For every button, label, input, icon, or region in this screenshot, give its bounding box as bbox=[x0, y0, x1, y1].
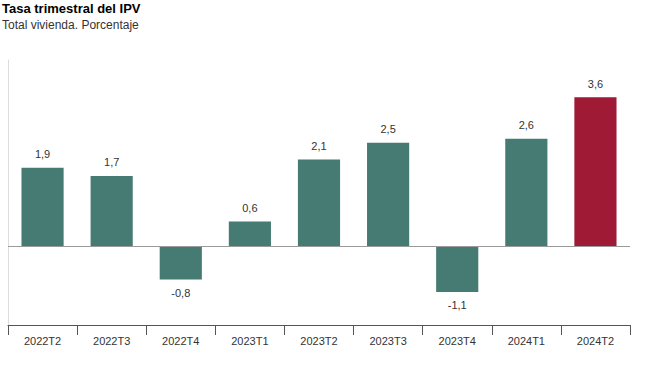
svg-text:1,9: 1,9 bbox=[35, 148, 50, 160]
svg-text:2,1: 2,1 bbox=[311, 140, 326, 152]
svg-text:2024T2: 2024T2 bbox=[577, 335, 614, 347]
svg-text:2022T3: 2022T3 bbox=[93, 335, 130, 347]
svg-text:2024T1: 2024T1 bbox=[508, 335, 545, 347]
svg-text:1,7: 1,7 bbox=[104, 156, 119, 168]
svg-text:2022T2: 2022T2 bbox=[24, 335, 61, 347]
svg-text:2023T4: 2023T4 bbox=[439, 335, 476, 347]
svg-text:-0,8: -0,8 bbox=[171, 287, 190, 299]
svg-text:-1,1: -1,1 bbox=[448, 299, 467, 311]
svg-text:2023T3: 2023T3 bbox=[369, 335, 406, 347]
svg-text:2023T2: 2023T2 bbox=[300, 335, 337, 347]
svg-text:Total vivienda. Porcentaje: Total vivienda. Porcentaje bbox=[2, 18, 139, 32]
svg-text:2022T4: 2022T4 bbox=[162, 335, 199, 347]
svg-text:2023T1: 2023T1 bbox=[231, 335, 268, 347]
svg-text:2,6: 2,6 bbox=[519, 119, 534, 131]
svg-text:Tasa trimestral del IPV: Tasa trimestral del IPV bbox=[2, 1, 141, 16]
svg-text:2,5: 2,5 bbox=[380, 123, 395, 135]
svg-text:0,6: 0,6 bbox=[242, 202, 257, 214]
svg-text:3,6: 3,6 bbox=[588, 78, 603, 90]
